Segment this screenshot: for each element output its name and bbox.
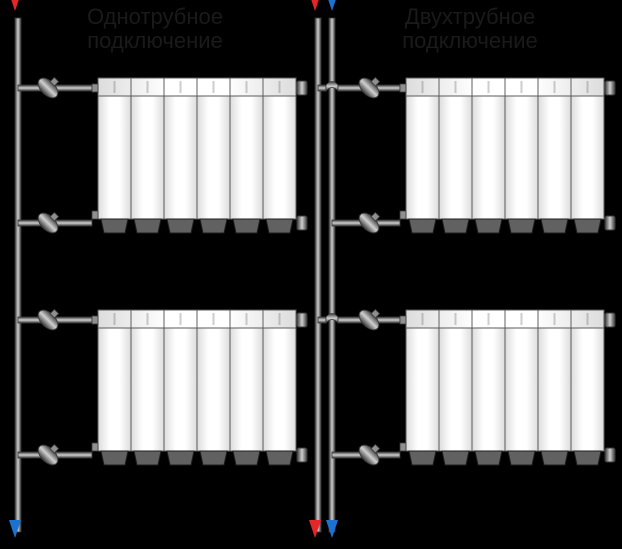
radiator-section: [406, 328, 439, 451]
radiator-foot: [167, 451, 194, 465]
radiator-section: [505, 96, 538, 219]
radiator-foot: [233, 219, 260, 233]
radiator-foot: [200, 219, 227, 233]
radiator-section: [230, 96, 263, 219]
right-plug-top-0: [605, 81, 615, 95]
radiator-section: [263, 328, 296, 451]
radiator-foot: [409, 451, 436, 465]
radiator-section: [230, 328, 263, 451]
radiator-section: [439, 96, 472, 219]
left-plug-top-1: [297, 313, 307, 327]
radiator-section: [472, 96, 505, 219]
right-radiator-1: [400, 310, 604, 465]
radiator-foot: [508, 451, 535, 465]
left-plug-bot-1: [297, 448, 307, 462]
radiator-foot: [541, 451, 568, 465]
radiator-section: [472, 328, 505, 451]
radiator-foot: [101, 451, 128, 465]
radiator-foot: [134, 219, 161, 233]
radiator-section: [164, 328, 197, 451]
right-feed-a-0: [318, 85, 326, 91]
radiator-section: [197, 328, 230, 451]
radiator-section: [164, 96, 197, 219]
left-plug-bot-0: [297, 216, 307, 230]
radiator-foot: [101, 219, 128, 233]
radiator-foot: [442, 219, 469, 233]
radiator-section: [538, 96, 571, 219]
radiator-section: [131, 328, 164, 451]
right-feed-a-1: [318, 317, 326, 323]
radiator-foot: [475, 219, 502, 233]
radiator-section: [406, 96, 439, 219]
radiator-section: [197, 96, 230, 219]
radiator-foot: [409, 219, 436, 233]
right-title-line2: подключение: [402, 28, 538, 53]
radiator-section: [131, 96, 164, 219]
right-plug-top-1: [605, 313, 615, 327]
radiator-foot: [475, 451, 502, 465]
radiator-section: [439, 328, 472, 451]
radiator-section: [538, 328, 571, 451]
radiator-foot: [442, 451, 469, 465]
radiator-section: [505, 328, 538, 451]
radiator-section: [571, 328, 604, 451]
radiator-section: [263, 96, 296, 219]
radiator-section: [571, 96, 604, 219]
radiator-section: [98, 328, 131, 451]
left-radiator-0: [92, 78, 296, 233]
right-radiator-0: [400, 78, 604, 233]
radiator-section: [98, 96, 131, 219]
radiator-foot: [541, 219, 568, 233]
left-plug-top-0: [297, 81, 307, 95]
right-supply-pipe: [315, 18, 321, 532]
radiator-foot: [200, 451, 227, 465]
left-title-line1: Однотрубное: [87, 4, 223, 29]
radiator-foot: [574, 219, 601, 233]
left-radiator-1: [92, 310, 296, 465]
right-plug-bot-0: [605, 216, 615, 230]
right-plug-bot-1: [605, 448, 615, 462]
radiator-foot: [134, 451, 161, 465]
left-title-line2: подключение: [87, 28, 223, 53]
right-title-line1: Двухтрубное: [405, 4, 535, 29]
radiator-foot: [574, 451, 601, 465]
radiator-foot: [266, 451, 293, 465]
radiator-foot: [508, 219, 535, 233]
radiator-foot: [167, 219, 194, 233]
radiator-foot: [233, 451, 260, 465]
radiator-foot: [266, 219, 293, 233]
